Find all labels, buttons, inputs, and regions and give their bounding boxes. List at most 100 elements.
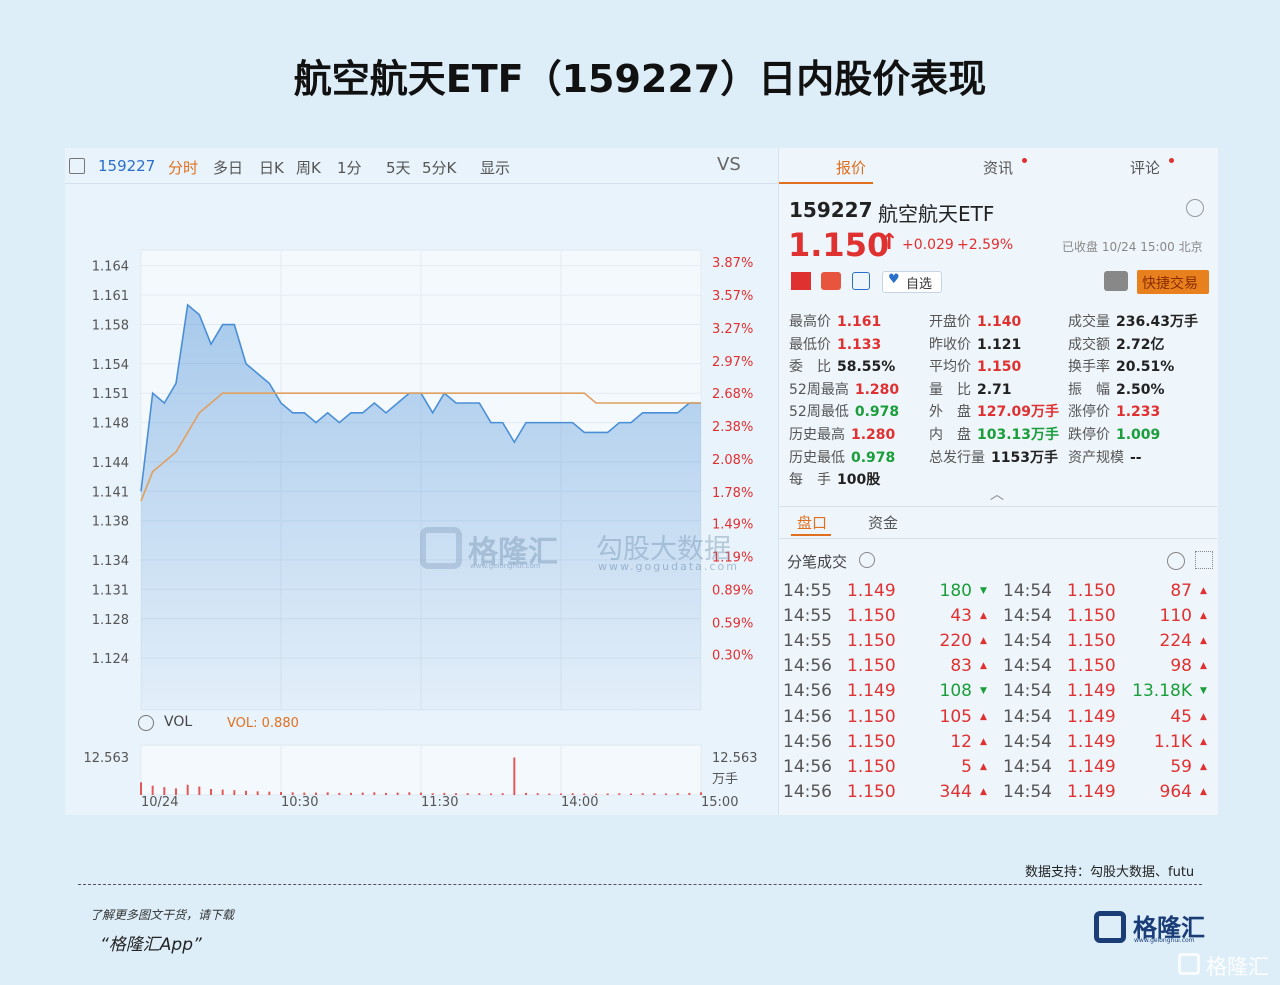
volume-bar: [291, 792, 294, 795]
y-tick-label: 1.128: [92, 613, 129, 628]
trade-volume: 13.18K: [1132, 681, 1192, 702]
stat-value: 1.121: [977, 336, 1022, 353]
quote-code: 159227: [789, 198, 873, 222]
y2-tick-label: 0.89%: [712, 584, 753, 599]
x-tick-label: 11:30: [421, 795, 458, 810]
quote-tab[interactable]: 报价: [836, 159, 867, 177]
compare-button[interactable]: VS: [717, 154, 741, 175]
trade-arrow: ▲: [1200, 761, 1207, 772]
footer-logo-icon: [1094, 911, 1126, 943]
stat-value: 2.72亿: [1116, 336, 1165, 353]
stat-value: 127.09万手: [977, 404, 1060, 421]
stat-item: 总发行量 1153万手: [929, 447, 1058, 467]
volume-bar: [443, 792, 446, 795]
trade-time: 14:54: [1003, 706, 1052, 727]
volume-bar: [268, 791, 271, 795]
stat-item: 历史最低 0.978: [789, 447, 895, 467]
chart-tab[interactable]: 5分K: [422, 159, 457, 177]
y2-tick-label: 2.38%: [712, 420, 753, 435]
stat-item: 跌停价 1.009: [1068, 424, 1160, 444]
chart-tab[interactable]: 分时: [168, 159, 199, 177]
quote-tab[interactable]: 评论: [1130, 159, 1161, 177]
trade-arrow: ▲: [1200, 586, 1207, 596]
trade-arrow: ▲: [1200, 661, 1207, 672]
volume-current: VOL: 0.880: [227, 716, 299, 731]
stat-label: 换手率: [1068, 359, 1110, 376]
chart-tab[interactable]: 显示: [480, 159, 511, 177]
volume-bar: [676, 793, 679, 795]
chart-tab[interactable]: 日K: [259, 159, 284, 177]
close-icon[interactable]: [138, 715, 154, 731]
y-tick-label: 1.141: [92, 485, 129, 500]
chart-tab[interactable]: 1分: [337, 159, 362, 177]
stat-item: 振 幅 2.50%: [1068, 379, 1165, 399]
chart-tab[interactable]: 5天: [386, 159, 411, 177]
margin-icon: [821, 272, 841, 290]
volume-bar: [186, 784, 189, 795]
corner-logo-icon: [1178, 953, 1200, 975]
stat-label: 开盘价: [929, 314, 971, 330]
watch-button[interactable]: [882, 271, 942, 293]
quote-tab[interactable]: 资讯: [983, 159, 1014, 177]
quote-change: +0.029: [902, 237, 954, 253]
y-tick-label: 1.148: [92, 417, 129, 432]
quote-price: 1.150: [788, 226, 890, 264]
stat-label: 成交量: [1068, 314, 1110, 330]
stat-label: 成交额: [1068, 336, 1110, 353]
trade-arrow: ▲: [980, 761, 987, 772]
note-icon[interactable]: [852, 272, 870, 290]
stat-item: 最高价 1.161: [789, 311, 881, 331]
stat-label: 52周最低: [789, 404, 849, 421]
grid-icon[interactable]: [1195, 551, 1213, 569]
divider: [779, 538, 1217, 539]
stat-item: 换手率 20.51%: [1068, 356, 1174, 376]
stat-item: 资产规模 --: [1068, 447, 1142, 467]
trade-volume: 87: [1170, 581, 1192, 601]
fund-tab[interactable]: 资金: [868, 514, 899, 532]
stat-value: 100股: [837, 472, 881, 489]
x-tick-label: 10/24: [141, 795, 178, 810]
volume-label[interactable]: VOL: [164, 714, 193, 730]
stat-item: 内 盘 103.13万手: [929, 424, 1059, 444]
watch-label[interactable]: 自选: [906, 277, 933, 292]
trade-label[interactable]: 快捷交易: [1142, 276, 1198, 292]
order-tab[interactable]: 盘口: [797, 514, 828, 532]
trade-volume: 105: [939, 706, 972, 727]
order-tab-underline: [791, 534, 831, 536]
stat-item: 历史最高 1.280: [789, 424, 895, 444]
stock-code[interactable]: 159227: [98, 157, 156, 175]
trade-arrow: ▼: [980, 586, 987, 596]
y-tick-label: 1.161: [92, 289, 129, 304]
volume-bar: [198, 786, 201, 795]
trade-arrow: ▲: [980, 661, 987, 672]
trade-time: 14:56: [783, 756, 832, 777]
trade-arrow: ▲: [980, 711, 987, 722]
volume-bar: [525, 792, 527, 795]
alert-button[interactable]: [1104, 271, 1128, 291]
volume-bar: [140, 782, 142, 795]
stat-label: 最高价: [789, 314, 831, 330]
trade-arrow: ▲: [980, 611, 987, 622]
trade-button[interactable]: [1137, 270, 1209, 294]
stat-value: 236.43万手: [1116, 314, 1199, 330]
x-tick-label: 14:00: [561, 795, 598, 810]
chart-tab[interactable]: 周K: [296, 159, 321, 177]
collapse-caret[interactable]: ︿: [990, 487, 1004, 503]
chart-tab[interactable]: 多日: [213, 159, 244, 177]
volume-bar: [653, 793, 656, 795]
volume-bar: [210, 788, 212, 795]
volume-bar: [665, 793, 667, 795]
stat-value: 2.71: [977, 381, 1012, 398]
stat-label: 内 盘: [929, 427, 971, 443]
volume-bar: [256, 791, 259, 795]
sidebar-icon[interactable]: [69, 158, 85, 174]
settings-icon[interactable]: [1186, 199, 1204, 217]
info-icon[interactable]: [859, 552, 875, 568]
trade-price: 1.150: [847, 781, 896, 802]
trade-price: 1.150: [1067, 606, 1116, 627]
trade-arrow: ▲: [1200, 711, 1207, 722]
trade-time: 14:54: [1003, 606, 1052, 627]
more-icon[interactable]: [1167, 552, 1185, 570]
watermark-url: www.gelonghui.com: [470, 562, 541, 570]
